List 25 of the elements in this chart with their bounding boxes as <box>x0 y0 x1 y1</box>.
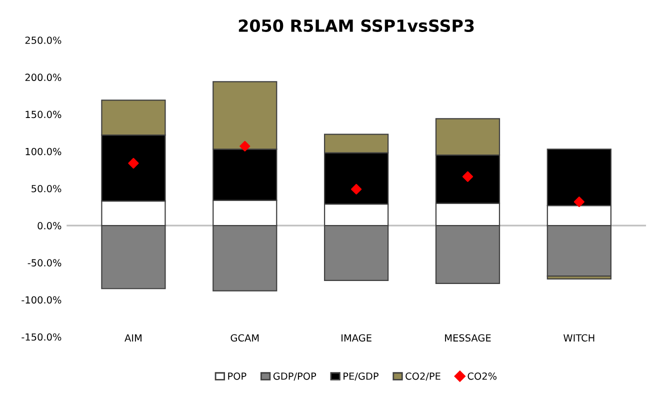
x-tick-label: IMAGE <box>342 334 372 342</box>
y-tick-label: 50.0% <box>32 184 62 192</box>
point <box>128 158 139 169</box>
y-tick-label: 200.0% <box>25 74 62 82</box>
y-tick-label: 0.0% <box>38 222 62 230</box>
point <box>462 171 474 182</box>
point <box>240 140 250 152</box>
y-tick-label: -100.0% <box>22 296 62 304</box>
y-tick-label: 250.0% <box>25 36 62 44</box>
legend-label: GDP/POP <box>273 372 316 381</box>
y-tick-label: 150.0% <box>26 110 62 118</box>
x-tick-label: WITCH <box>564 334 594 342</box>
legend-label: CO2% <box>468 372 497 380</box>
point <box>351 184 362 195</box>
x-tick-label: MESSAGE <box>445 334 491 342</box>
legend-label: PE/GDP <box>344 372 378 381</box>
y-tick-label: -50.0% <box>28 259 62 266</box>
chart-title: 2050 R5LAM SSP1vsSSP3 <box>238 19 474 32</box>
y-tick-label: -150.0% <box>22 333 62 341</box>
legend-label: CO2/PE <box>406 372 440 381</box>
point <box>574 196 584 208</box>
legend-label: POP <box>228 372 246 380</box>
y-tick-label: 100.0% <box>26 148 62 156</box>
x-tick-label: GCAM <box>230 334 259 342</box>
x-tick-label: AIM <box>124 334 142 342</box>
